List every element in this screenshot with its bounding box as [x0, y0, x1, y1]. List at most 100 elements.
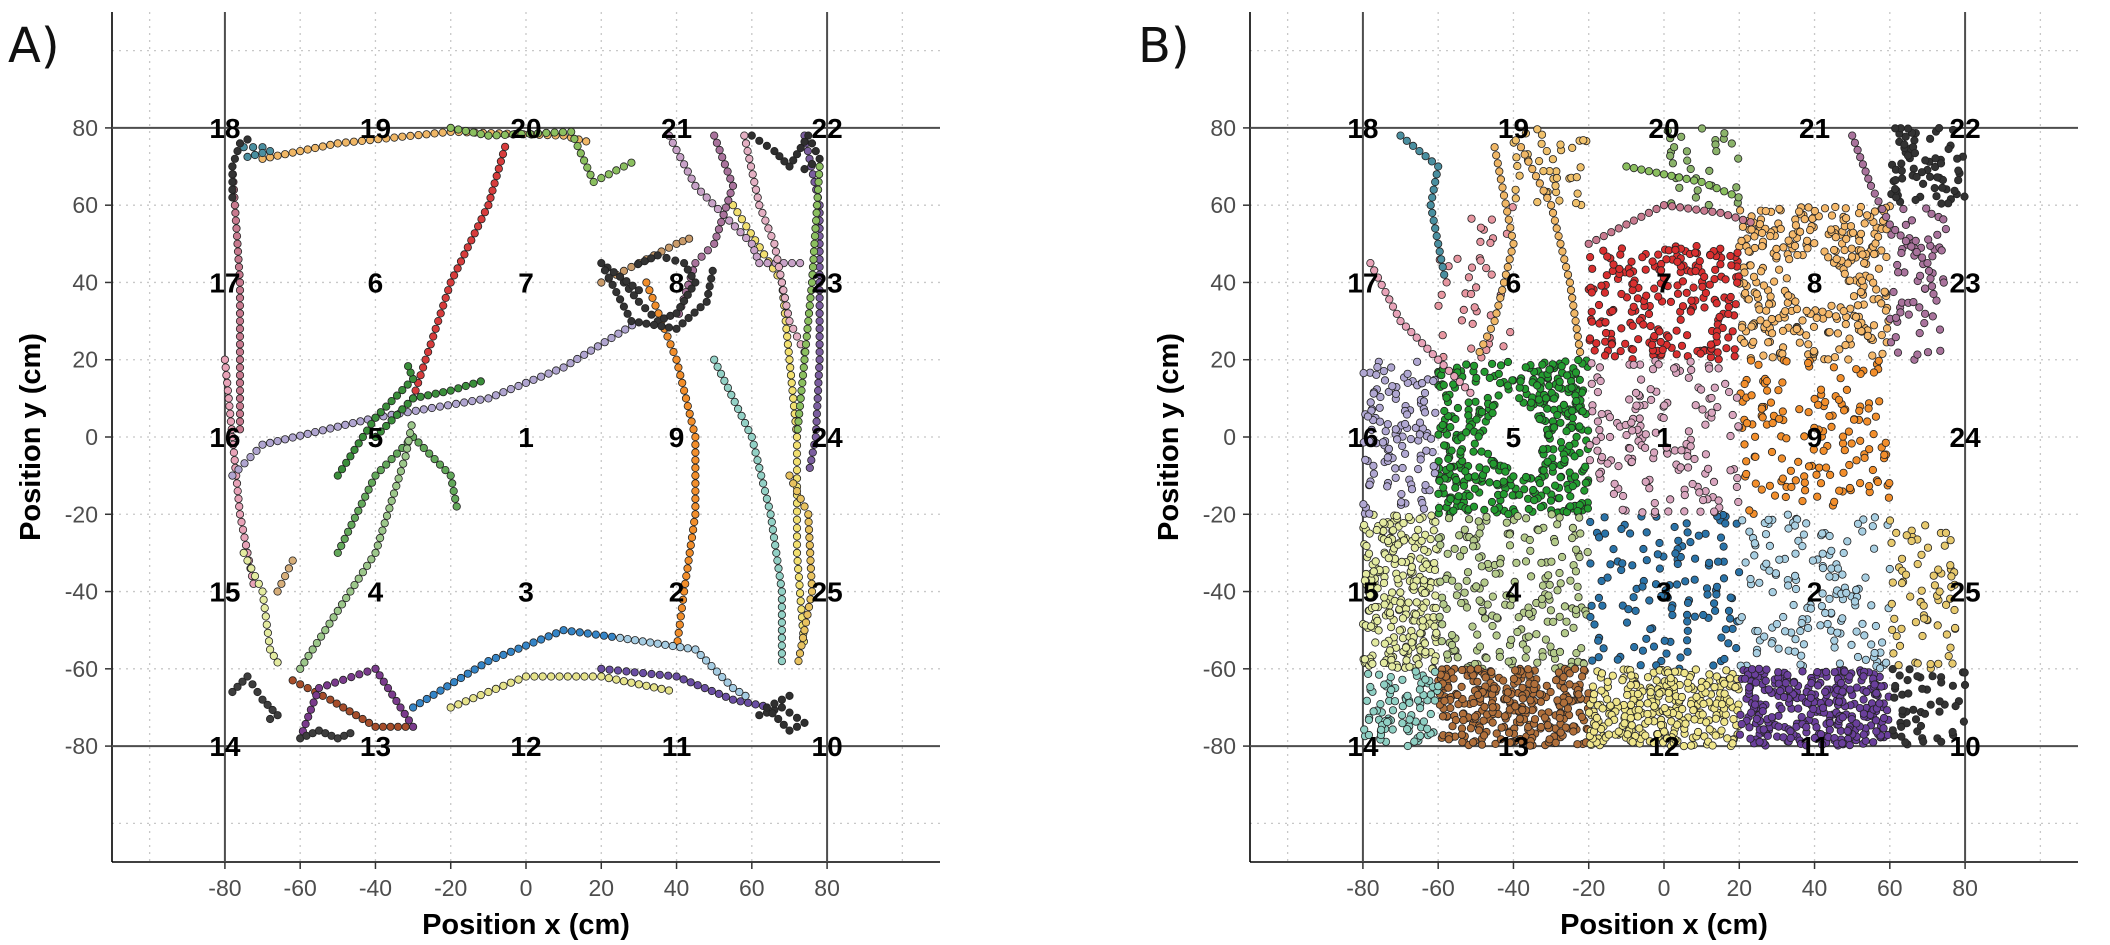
data-point — [1664, 688, 1673, 698]
data-point — [1751, 678, 1761, 687]
data-point — [1752, 289, 1761, 298]
data-point — [1666, 495, 1675, 504]
data-point — [514, 381, 523, 391]
data-point — [1601, 529, 1610, 538]
cluster-13 — [1359, 357, 1441, 518]
data-point — [235, 309, 245, 318]
zone-label: 15 — [209, 577, 240, 608]
data-point — [742, 222, 751, 231]
data-point — [426, 340, 435, 349]
data-point — [1384, 536, 1393, 546]
data-point — [655, 670, 664, 679]
data-point — [1683, 617, 1692, 626]
data-point — [803, 610, 812, 619]
data-point — [1772, 619, 1782, 629]
data-point — [1513, 161, 1522, 171]
data-point — [1847, 244, 1856, 253]
data-point — [1568, 406, 1577, 415]
data-point — [1789, 600, 1798, 610]
data-point — [480, 208, 489, 217]
data-point — [1818, 740, 1827, 749]
data-point — [1600, 513, 1609, 522]
data-point — [392, 481, 401, 491]
data-point — [1838, 739, 1847, 748]
data-point — [1359, 368, 1368, 378]
data-point — [1757, 485, 1766, 494]
data-point — [1927, 209, 1936, 218]
data-point — [1716, 208, 1725, 217]
data-point — [1840, 667, 1849, 676]
data-point — [619, 677, 629, 686]
data-point — [558, 128, 568, 137]
data-point — [348, 418, 357, 428]
data-point — [1641, 477, 1650, 486]
data-point — [499, 388, 508, 397]
data-point — [597, 278, 606, 287]
data-point — [1643, 699, 1652, 708]
data-point — [1590, 620, 1599, 629]
data-point — [1795, 338, 1804, 347]
data-point — [786, 363, 795, 372]
data-point — [376, 427, 385, 436]
data-point — [1396, 316, 1405, 326]
data-point — [1929, 289, 1938, 299]
data-point — [1897, 722, 1906, 732]
data-point — [1526, 741, 1535, 750]
data-point — [1872, 689, 1881, 698]
data-point — [1412, 333, 1421, 342]
data-point — [1633, 712, 1642, 721]
data-point — [288, 433, 297, 442]
data-point — [1416, 455, 1425, 464]
data-point — [764, 224, 773, 233]
data-point — [1752, 714, 1761, 724]
data-point — [1686, 357, 1695, 366]
data-point — [1555, 493, 1564, 503]
data-point — [1794, 457, 1803, 466]
y-tick-label: 60 — [72, 192, 98, 218]
data-point — [1829, 363, 1839, 372]
data-point — [1537, 594, 1547, 604]
data-point — [1420, 639, 1430, 648]
data-point — [1597, 409, 1606, 419]
data-point — [1746, 734, 1755, 743]
data-point — [1472, 582, 1481, 591]
data-point — [1791, 635, 1800, 644]
data-point — [355, 670, 364, 679]
zone-label: 9 — [1807, 422, 1823, 453]
data-point — [1397, 489, 1406, 499]
data-point — [1617, 565, 1626, 575]
x-tick-label: -20 — [1572, 875, 1605, 901]
data-point — [741, 139, 751, 148]
data-point — [234, 255, 243, 264]
data-point — [792, 332, 802, 341]
data-point — [326, 695, 335, 704]
data-point — [683, 401, 692, 411]
data-point — [697, 252, 706, 261]
data-point — [804, 309, 814, 318]
data-point — [1704, 200, 1713, 210]
data-point — [1896, 308, 1905, 317]
data-point — [379, 677, 388, 686]
data-point — [1668, 159, 1678, 168]
data-point — [1384, 444, 1394, 453]
data-point — [1411, 532, 1420, 542]
data-point — [1825, 531, 1834, 541]
data-point — [1731, 682, 1740, 692]
data-point — [1862, 687, 1871, 696]
data-point — [770, 239, 779, 248]
data-point — [815, 162, 824, 171]
data-point — [438, 128, 447, 137]
data-point — [1402, 656, 1411, 665]
data-point — [1848, 131, 1857, 140]
data-point — [1627, 671, 1636, 680]
data-point — [789, 156, 798, 165]
y-tick-label: 40 — [1210, 269, 1236, 295]
data-point — [1721, 625, 1730, 634]
data-point — [1530, 679, 1539, 689]
data-point — [333, 471, 342, 480]
data-point — [1559, 400, 1569, 409]
data-point — [1684, 427, 1694, 436]
data-point — [1937, 199, 1946, 208]
data-point — [622, 277, 631, 286]
data-point — [1392, 309, 1401, 318]
